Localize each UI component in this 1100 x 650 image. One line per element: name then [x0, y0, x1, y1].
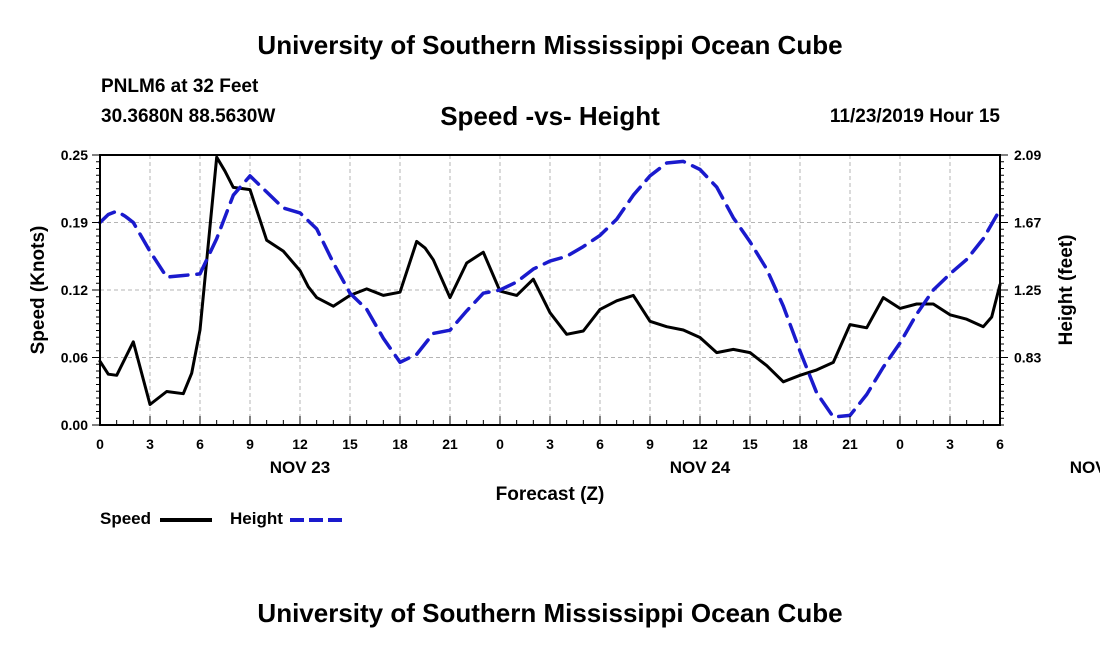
y2-axis-label: Height (feet)	[1056, 235, 1077, 346]
x-tick-label: 3	[546, 436, 554, 452]
legend-speed-label: Speed	[100, 509, 152, 528]
y2-tick-label: 1.67	[1014, 215, 1041, 231]
x-tick-label: 18	[392, 436, 408, 452]
x-tick-label: 0	[496, 436, 504, 452]
date-label: NOV 25	[1070, 458, 1100, 477]
x-tick-label: 0	[896, 436, 904, 452]
y2-tick-label: 2.09	[1014, 147, 1041, 163]
station-coordinates: 30.3680N 88.5630W	[101, 106, 276, 127]
x-tick-label: 21	[442, 436, 458, 452]
y-tick-label: 0.12	[61, 282, 88, 298]
x-tick-label: 15	[342, 436, 358, 452]
x-tick-label: 6	[196, 436, 204, 452]
x-tick-label: 15	[742, 436, 758, 452]
x-tick-label: 12	[692, 436, 708, 452]
x-tick-label: 9	[646, 436, 654, 452]
page-title: University of Southern Mississippi Ocean…	[257, 30, 843, 60]
height-series-line	[98, 159, 1002, 419]
x-tick-label: 6	[996, 436, 1004, 452]
speed-series-line	[98, 155, 1002, 406]
x-axis-label: Forecast (Z)	[496, 484, 605, 505]
date-label: NOV 23	[270, 458, 330, 477]
chart-title: Speed -vs- Height	[440, 101, 660, 131]
grid-lines	[100, 154, 1000, 425]
y-tick-label: 0.06	[61, 350, 88, 366]
x-tick-label: 18	[792, 436, 808, 452]
y2-tick-label: 0.83	[1014, 350, 1041, 366]
y2-tick-label: 1.25	[1014, 282, 1041, 298]
date-label: NOV 24	[670, 458, 731, 477]
y-tick-label: 0.00	[61, 417, 88, 433]
x-tick-label: 0	[96, 436, 104, 452]
x-tick-label: 21	[842, 436, 858, 452]
y-tick-label: 0.25	[61, 147, 88, 163]
forecast-timestamp: 11/23/2019 Hour 15	[829, 106, 1000, 127]
x-tick-label: 9	[246, 436, 254, 452]
x-tick-label: 12	[292, 436, 308, 452]
legend-height-label: Height	[230, 509, 283, 528]
x-tick-label: 3	[946, 436, 954, 452]
station-label: PNLM6 at 32 Feet	[101, 76, 259, 97]
footer-title: University of Southern Mississippi Ocean…	[257, 598, 843, 628]
x-tick-label: 3	[146, 436, 154, 452]
y-axis-label: Speed (Knots)	[28, 226, 49, 355]
y-tick-label: 0.19	[61, 215, 88, 231]
x-tick-label: 6	[596, 436, 604, 452]
